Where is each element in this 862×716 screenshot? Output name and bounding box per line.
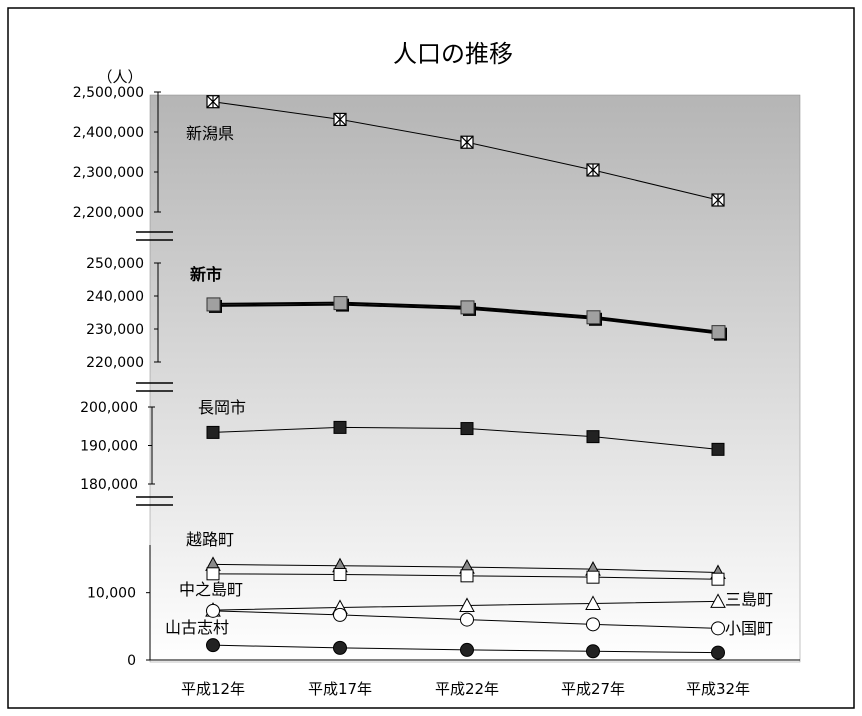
series-point-mark (586, 163, 600, 177)
y-tick-label: 0 (127, 653, 136, 669)
series-point-mark (333, 112, 347, 126)
y-tick-label: 2,200,000 (73, 205, 144, 221)
series-point (460, 569, 474, 583)
series-label: 新市 (190, 265, 222, 284)
series-point (459, 597, 475, 612)
series-point (586, 570, 600, 584)
x-tick-label: 平成17年 (308, 680, 372, 698)
series-point (460, 300, 475, 315)
y-tick-label: 240,000 (86, 289, 144, 305)
x-tick-label: 平成32年 (686, 680, 750, 698)
series-point (206, 297, 221, 312)
y-axis-line (157, 262, 161, 363)
series-point (333, 420, 347, 434)
y-tick-label: 220,000 (86, 355, 144, 371)
x-tick-label: 平成27年 (561, 680, 625, 698)
y-tick-label: 10,000 (87, 586, 136, 602)
x-tick-label: 平成22年 (435, 680, 499, 698)
series-point (206, 638, 220, 653)
y-unit-label: （人） (97, 68, 142, 86)
series-point (711, 621, 725, 636)
series-point (711, 325, 726, 340)
series-label: 越路町 (186, 530, 234, 549)
y-tick-label: 200,000 (80, 400, 138, 416)
series-point (586, 310, 601, 325)
y-tick-label: 250,000 (86, 256, 144, 272)
series-point-mark (206, 95, 220, 109)
series-point-mark (711, 193, 725, 207)
series-label: 中之島町 (179, 580, 243, 599)
series-point (333, 640, 347, 655)
series-point (460, 642, 474, 657)
y-tick-label: 2,400,000 (73, 125, 144, 141)
chart-title: 人口の推移 (393, 40, 513, 68)
series-label: 新潟県 (186, 124, 234, 143)
series-point (206, 567, 220, 581)
y-tick-label: 2,300,000 (73, 165, 144, 181)
y-tick-label: 2,500,000 (73, 85, 144, 101)
plot-background (149, 94, 801, 663)
series-label: 小国町 (725, 619, 773, 638)
y-tick-label: 230,000 (86, 322, 144, 338)
series-point (460, 422, 474, 436)
series-point (333, 607, 347, 622)
series-point (460, 612, 474, 627)
series-point (333, 296, 348, 311)
series-layer (205, 95, 727, 660)
series-point (586, 617, 600, 632)
series-point (206, 425, 220, 439)
series-point (585, 595, 601, 610)
series-point (206, 603, 220, 618)
series-point (586, 644, 600, 659)
series-label: 山古志村 (165, 618, 229, 637)
y-axis-line (157, 91, 161, 213)
series-point (586, 430, 600, 444)
axes-layer: 平成12年 平成17年 平成22年 平成27年 平成32年 2,500,000 2,400,… (73, 85, 800, 698)
series-point (711, 572, 725, 586)
y-tick-label: 180,000 (80, 477, 138, 493)
y-tick-label: 190,000 (80, 439, 138, 455)
x-tick-label: 平成12年 (181, 680, 245, 698)
series-point (333, 567, 347, 581)
series-label: 三島町 (725, 590, 773, 609)
series-point (711, 645, 725, 660)
series-point-mark (460, 135, 474, 149)
series-point (710, 593, 726, 608)
series-label: 長岡市 (198, 398, 246, 417)
series-point (711, 442, 725, 456)
